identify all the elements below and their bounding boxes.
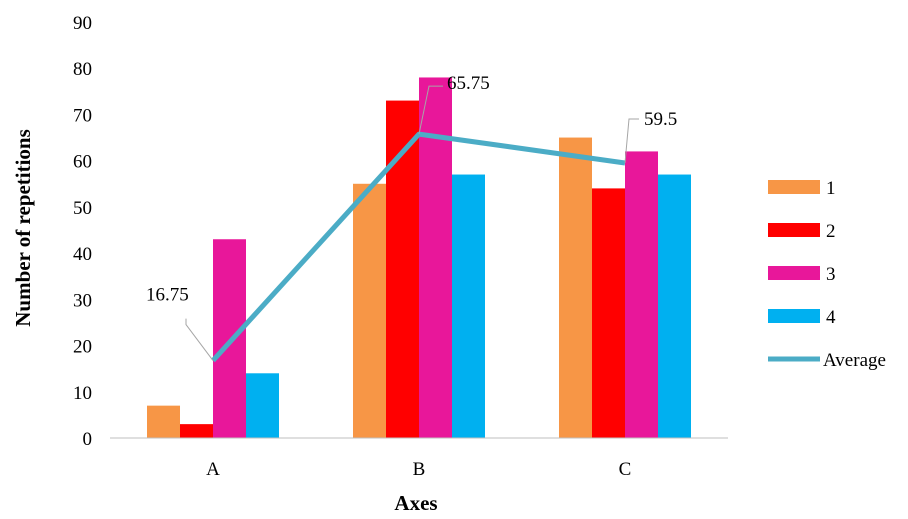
leader-line bbox=[624, 118, 639, 164]
bar-series-3-B bbox=[419, 77, 452, 438]
x-tick-label: A bbox=[206, 459, 220, 480]
legend-label: Average bbox=[823, 350, 886, 371]
bar-series-1-B bbox=[353, 183, 386, 438]
average-line-group: 16.75 65.75 59.5 bbox=[146, 73, 677, 363]
y-tick-label: 70 bbox=[73, 105, 92, 126]
y-tick-label: 60 bbox=[73, 152, 92, 173]
legend-swatch-4 bbox=[768, 309, 820, 323]
legend-swatch-3 bbox=[768, 266, 820, 280]
bar-series-2-A bbox=[180, 424, 213, 438]
y-axis-ticks: 0 10 20 30 40 50 60 70 80 90 bbox=[73, 13, 92, 450]
y-tick-label: 40 bbox=[73, 244, 92, 265]
y-tick-label: 50 bbox=[73, 198, 92, 219]
legend-label: 1 bbox=[826, 178, 836, 199]
legend-label: 3 bbox=[826, 264, 836, 285]
average-data-label: 16.75 bbox=[146, 285, 189, 306]
y-tick-label: 30 bbox=[73, 290, 92, 311]
y-tick-label: 20 bbox=[73, 337, 92, 358]
x-axis-ticks: A B C bbox=[206, 459, 631, 480]
bar-series-2-C bbox=[592, 188, 625, 438]
bar-series-1-C bbox=[559, 137, 592, 439]
average-data-label: 65.75 bbox=[447, 73, 490, 94]
x-axis-title: Axes bbox=[394, 491, 437, 515]
bar-series-4-B bbox=[452, 174, 485, 439]
bars bbox=[147, 77, 691, 439]
y-tick-label: 10 bbox=[73, 383, 92, 404]
bar-series-2-B bbox=[386, 100, 419, 439]
bar-series-4-C bbox=[658, 174, 691, 439]
x-tick-label: B bbox=[413, 459, 426, 480]
bar-series-1-A bbox=[147, 405, 180, 438]
y-tick-label: 90 bbox=[73, 13, 92, 34]
x-tick-label: C bbox=[619, 459, 632, 480]
legend: 1 2 3 4 Average bbox=[768, 178, 886, 371]
legend-label: 4 bbox=[826, 307, 836, 328]
leader-line bbox=[185, 318, 214, 361]
legend-swatch-1 bbox=[768, 180, 820, 194]
y-tick-label: 0 bbox=[83, 429, 93, 450]
legend-label: 2 bbox=[826, 221, 836, 242]
bar-series-3-A bbox=[213, 239, 246, 438]
average-data-label: 59.5 bbox=[644, 109, 677, 130]
y-axis-title: Number of repetitions bbox=[11, 129, 35, 327]
y-tick-label: 80 bbox=[73, 59, 92, 80]
legend-swatch-2 bbox=[768, 223, 820, 237]
bar-series-4-A bbox=[246, 373, 279, 438]
leader-line bbox=[418, 85, 443, 135]
bar-series-3-C bbox=[625, 151, 658, 438]
